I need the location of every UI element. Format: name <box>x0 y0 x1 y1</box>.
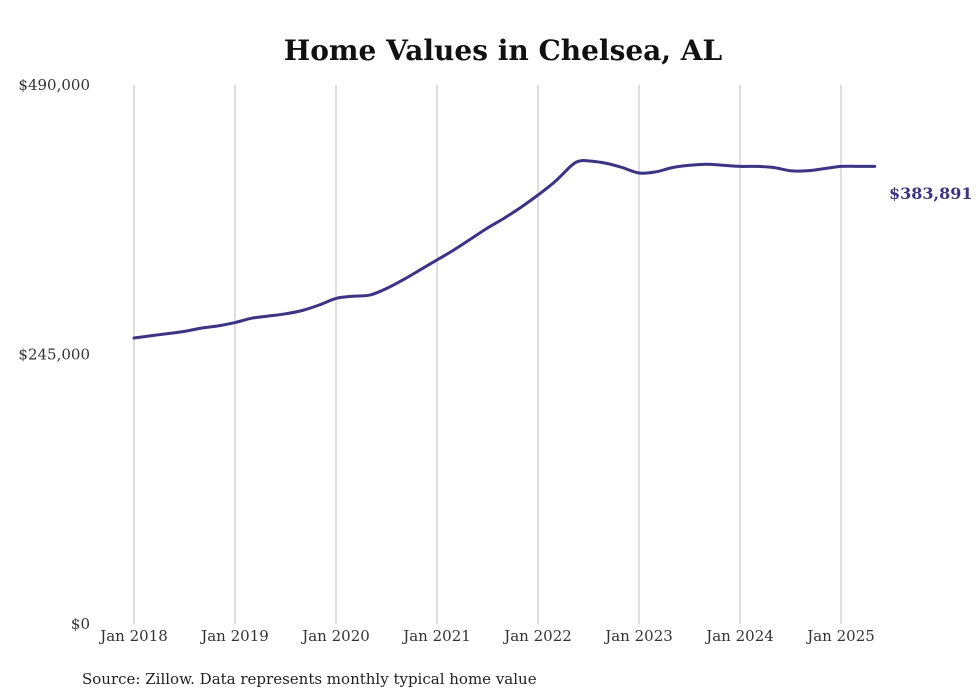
x-tick-label: Jan 2023 <box>603 627 673 645</box>
end-value-label: $383,891 <box>889 184 973 203</box>
vertical-gridlines <box>133 85 842 624</box>
chart-title: Home Values in Chelsea, AL <box>284 34 723 67</box>
y-tick-label: $490,000 <box>18 76 90 94</box>
x-tick-label: Jan 2021 <box>401 627 471 645</box>
x-tick-label: Jan 2020 <box>300 627 370 645</box>
x-tick-label: Jan 2025 <box>805 627 875 645</box>
x-tick-label: Jan 2018 <box>98 627 168 645</box>
y-tick-label: $0 <box>71 615 90 633</box>
y-tick-label: $245,000 <box>18 346 90 364</box>
y-axis-tick-labels: $0 $245,000 $490,000 <box>18 76 90 633</box>
x-axis-tick-labels: Jan 2018 Jan 2019 Jan 2020 Jan 2021 Jan 2022… <box>98 627 875 645</box>
source-note: Source: Zillow. Data represents monthly … <box>82 670 537 688</box>
x-tick-label: Jan 2019 <box>199 627 269 645</box>
x-tick-label: Jan 2022 <box>502 627 572 645</box>
series-layer <box>132 158 877 340</box>
series-line <box>132 158 877 340</box>
x-tick-label: Jan 2024 <box>704 627 774 645</box>
